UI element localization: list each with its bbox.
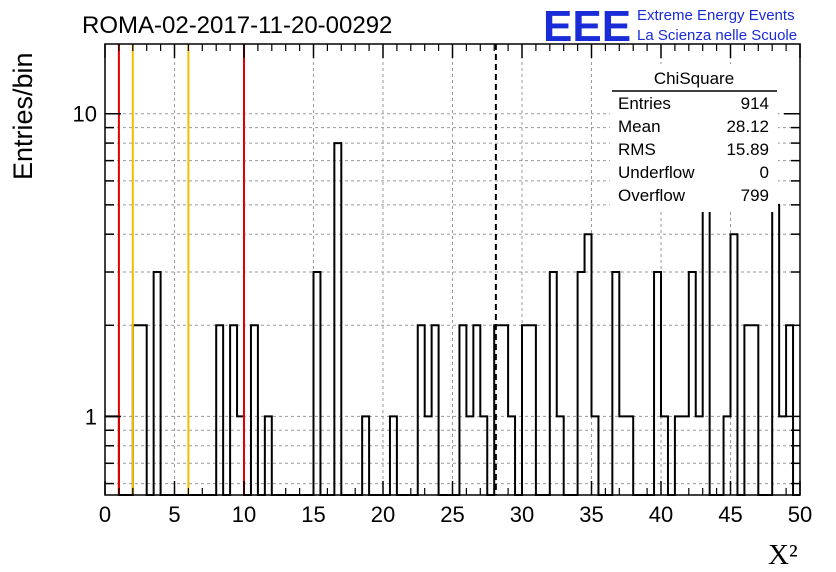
stats-value: 914	[741, 94, 769, 113]
x-tick-label: 30	[510, 502, 534, 527]
stats-label: Mean	[618, 117, 661, 136]
histogram-bars	[105, 142, 800, 496]
histogram-bin	[133, 325, 140, 495]
logo-line-1: Extreme Energy Events	[637, 7, 795, 24]
histogram-bin	[432, 325, 439, 495]
marker-lines	[117, 44, 497, 495]
stats-label: Entries	[618, 94, 671, 113]
x-tick-label: 10	[232, 502, 256, 527]
stats-value: 28.12	[726, 117, 769, 136]
stats-box-background	[610, 64, 778, 212]
x-tick-label: 20	[371, 502, 395, 527]
histogram-bin	[230, 325, 237, 495]
histogram-bin	[731, 234, 738, 495]
histogram-bin	[744, 325, 751, 495]
stats-box: ChiSquare Entries 914 Mean 28.12 RMS 15.…	[610, 64, 778, 212]
grid	[105, 44, 800, 495]
histogram-bin	[522, 325, 529, 495]
stats-value: 799	[741, 186, 769, 205]
histogram-bin	[578, 272, 585, 495]
histogram-bin	[550, 272, 557, 495]
histogram-bin	[751, 325, 758, 495]
x-tick-label: 45	[718, 502, 742, 527]
axes: 0 5 10 15 20 25 30 35 40 45 50 1 10	[73, 43, 812, 527]
x-tick-label: 25	[440, 502, 464, 527]
x-axis-label: X²	[768, 539, 798, 571]
stats-label: RMS	[618, 140, 656, 159]
histogram-bin	[251, 325, 258, 495]
stats-value: 0	[760, 163, 769, 182]
x-tick-label: 0	[99, 502, 111, 527]
histogram-bin	[334, 143, 341, 495]
y-axis-label: Entries/bin	[8, 52, 38, 180]
histogram-outline	[105, 142, 800, 496]
logo-mark: EEE	[543, 2, 631, 51]
histogram-bin	[529, 325, 536, 495]
stats-label: Overflow	[618, 186, 686, 205]
histogram-bin	[216, 325, 223, 495]
y-tick-label: 10	[73, 102, 97, 127]
histogram-bin	[418, 325, 425, 495]
histogram-bin	[654, 272, 661, 495]
histogram-bin	[585, 234, 592, 495]
y-tick-label: 1	[85, 404, 97, 429]
chart-title: ROMA-02-2017-11-20-00292	[82, 12, 392, 39]
stats-label: Underflow	[618, 163, 695, 182]
eee-logo: EEE Extreme Energy Events La Scienza nel…	[543, 2, 797, 51]
histogram-bin	[501, 325, 508, 495]
x-tick-label: 40	[649, 502, 673, 527]
histogram-bin	[786, 325, 793, 495]
histogram-bin	[772, 205, 779, 495]
histogram-bin	[154, 272, 161, 495]
logo-line-2: La Scienza nelle Scuole	[637, 27, 797, 44]
histogram-bin	[689, 272, 696, 495]
histogram-bin	[473, 325, 480, 495]
stats-title: ChiSquare	[654, 69, 734, 88]
histogram-bin	[140, 325, 147, 495]
histogram-bin	[612, 272, 619, 495]
histogram-bin	[703, 205, 710, 495]
x-tick-label: 15	[301, 502, 325, 527]
x-tick-label: 50	[788, 502, 812, 527]
histogram-bin	[314, 272, 321, 495]
stats-value: 15.89	[726, 140, 769, 159]
x-tick-label: 35	[579, 502, 603, 527]
histogram-bin	[459, 325, 466, 495]
x-tick-label: 5	[168, 502, 180, 527]
